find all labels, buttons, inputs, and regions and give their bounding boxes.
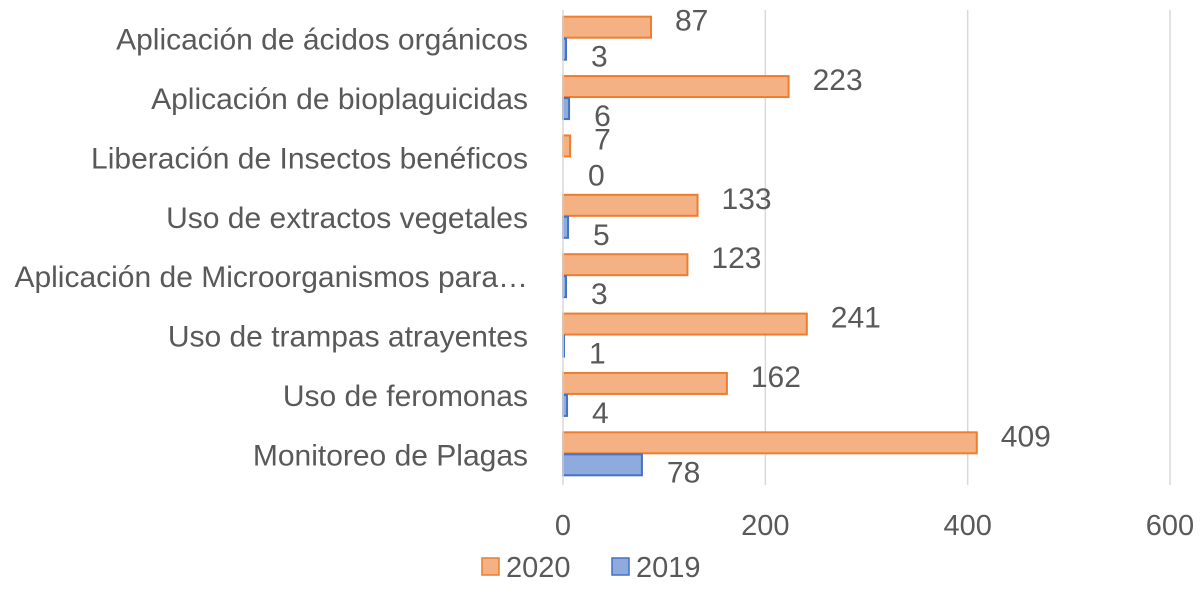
data-label-2020: 87 [675, 5, 708, 38]
data-label-2019: 4 [592, 397, 609, 430]
category-label: Uso de feromonas [283, 380, 528, 413]
data-label-2019: 6 [594, 100, 611, 133]
bar-2020 [562, 371, 728, 395]
category-label: Uso de trampas atrayentes [168, 321, 528, 354]
data-label-2019: 0 [588, 159, 605, 192]
data-label-2020: 123 [711, 242, 761, 275]
category-label: Liberación de Insectos benéficos [91, 142, 528, 175]
x-tick-label-400: 400 [943, 510, 991, 542]
bar-2020 [562, 312, 808, 336]
data-labels: 87 3 223 670 133 5 123 3 241 1 162 4 409 78 [588, 5, 1051, 490]
data-label-2020: 241 [831, 302, 881, 335]
bar-2019 [562, 453, 643, 477]
data-label-2020: 223 [813, 64, 863, 97]
bar-2019 [562, 97, 571, 121]
x-tick-label-600: 600 [1146, 510, 1194, 542]
data-label-2019: 3 [591, 41, 608, 74]
legend-label-2020: 2020 [506, 552, 571, 584]
data-label-2019: 3 [591, 278, 608, 311]
data-label-2020: 162 [751, 361, 801, 394]
category-labels: Aplicación de ácidos orgánicos Aplicación… [14, 24, 528, 473]
bar-2020 [562, 193, 699, 217]
data-label-2020: 7 [594, 123, 611, 156]
data-label-2020: 133 [722, 183, 772, 216]
data-label-2020: 409 [1001, 420, 1051, 453]
bar-2020 [562, 15, 653, 39]
data-label-2019: 5 [593, 219, 610, 252]
x-tick-labels: 0 200 400 600 [555, 510, 1194, 542]
x-tick-label-200: 200 [741, 510, 789, 542]
bars [562, 15, 978, 477]
data-label-2019: 78 [667, 456, 700, 489]
category-label: Uso de extractos vegetales [166, 202, 528, 235]
legend-swatch-2020 [481, 557, 500, 576]
bar-2020 [562, 134, 572, 158]
legend-swatch-2019 [611, 557, 630, 576]
x-tick-label-0: 0 [555, 510, 571, 542]
bar-2019 [562, 215, 570, 239]
category-label: Aplicación de bioplaguicidas [151, 83, 528, 116]
bar-2020 [562, 431, 978, 455]
category-label: Aplicación de ácidos orgánicos [116, 24, 528, 57]
category-label: Monitoreo de Plagas [253, 439, 528, 472]
bar-2020 [562, 253, 689, 277]
data-label-2019: 1 [589, 338, 606, 371]
legend: 2020 2019 [481, 552, 701, 584]
legend-label-2019: 2019 [636, 552, 701, 584]
bar-2020 [562, 75, 790, 99]
category-label: Aplicación de Microorganismos para… [14, 261, 528, 294]
